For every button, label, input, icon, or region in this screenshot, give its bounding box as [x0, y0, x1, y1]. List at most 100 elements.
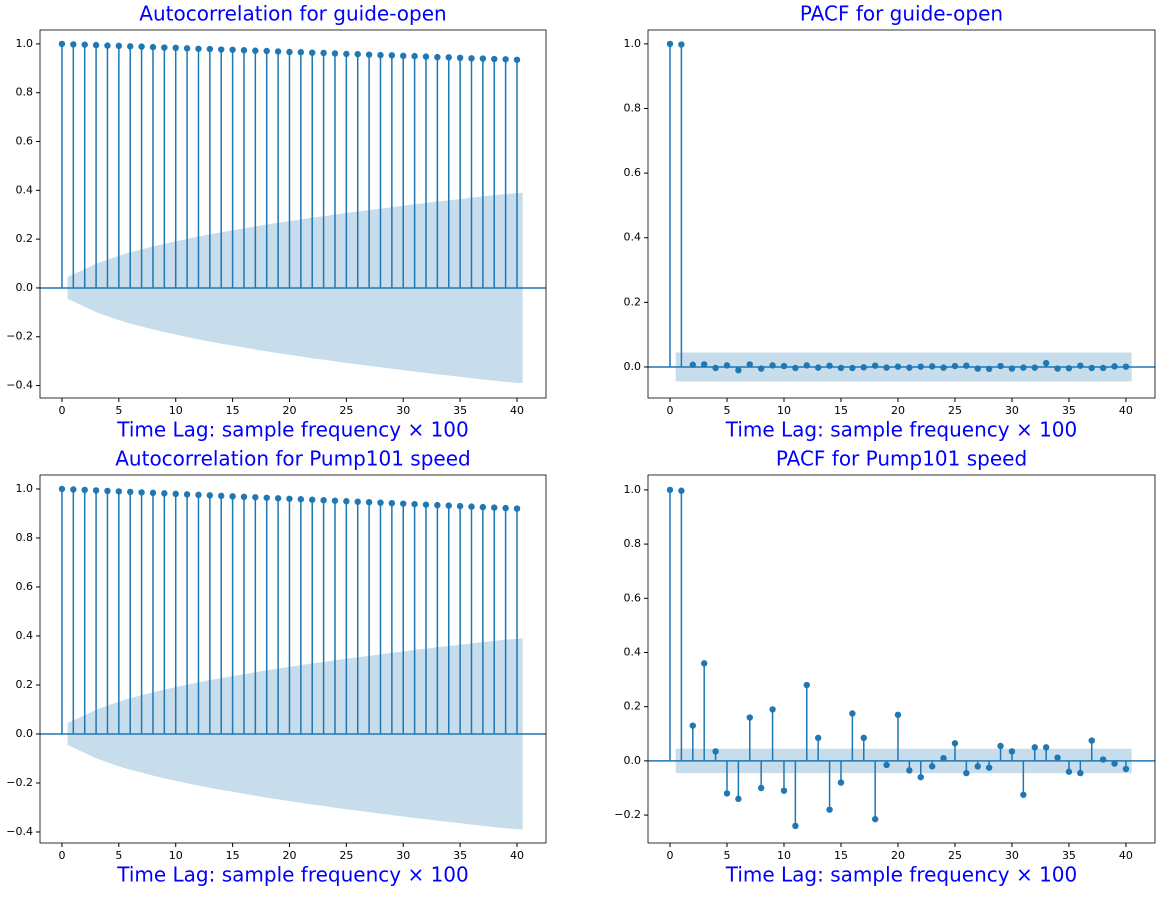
y-tick-label: 0.8	[624, 102, 642, 115]
marker	[297, 496, 305, 503]
marker	[1122, 765, 1130, 773]
y-tick-label: 0.6	[16, 135, 34, 148]
x-tick-label: 5	[723, 849, 730, 862]
marker	[138, 489, 145, 496]
marker	[286, 495, 293, 502]
marker	[491, 504, 498, 511]
x-tick-label: 35	[453, 849, 467, 862]
marker	[115, 42, 123, 50]
marker	[1008, 365, 1016, 372]
marker	[1008, 748, 1016, 755]
y-tick-label: 0.8	[624, 537, 642, 550]
marker	[985, 365, 993, 373]
x-tick-label: 30	[1005, 404, 1019, 417]
x-tick-label: 35	[1062, 404, 1076, 417]
marker	[700, 660, 708, 667]
y-tick-label: 0.4	[16, 183, 34, 196]
marker	[263, 47, 270, 55]
y-tick-label: 0.0	[624, 754, 642, 767]
marker	[769, 706, 776, 713]
marker	[354, 50, 361, 58]
marker	[138, 43, 145, 50]
marker	[479, 503, 487, 511]
y-tick-label: 0.2	[624, 295, 642, 308]
marker	[769, 362, 776, 369]
marker	[997, 742, 1004, 750]
x-axis-label: Time Lag: sample frequency × 100	[725, 863, 1078, 887]
x-tick-label: 35	[453, 404, 467, 417]
marker	[780, 787, 788, 794]
marker	[309, 496, 316, 503]
chart-title: PACF for Pump101 speed	[776, 447, 1027, 471]
x-tick-label: 10	[169, 849, 183, 862]
marker	[780, 362, 788, 370]
x-tick-label: 40	[1119, 849, 1133, 862]
marker	[803, 362, 810, 369]
marker	[320, 49, 327, 57]
marker	[849, 710, 856, 717]
marker	[206, 492, 214, 499]
marker	[1077, 769, 1084, 777]
marker	[149, 489, 157, 497]
marker	[104, 487, 111, 495]
marker	[252, 494, 259, 501]
y-tick-label: 0.2	[16, 232, 34, 245]
marker	[81, 41, 88, 48]
marker	[92, 487, 100, 494]
x-tick-label: 30	[396, 849, 410, 862]
marker	[666, 486, 674, 494]
axes-frame	[647, 474, 1156, 844]
marker	[1031, 364, 1038, 371]
marker	[365, 51, 373, 58]
marker	[388, 499, 396, 507]
x-tick-label: 0	[666, 849, 673, 862]
marker	[491, 55, 498, 63]
y-tick-label: −0.2	[614, 808, 641, 821]
marker	[400, 52, 407, 60]
marker	[1077, 362, 1084, 369]
marker	[928, 763, 936, 770]
marker	[161, 44, 168, 51]
x-tick-label: 25	[948, 849, 962, 862]
marker	[1054, 365, 1061, 372]
marker	[1065, 365, 1073, 372]
marker	[229, 493, 236, 500]
marker	[1099, 364, 1107, 372]
marker	[456, 54, 464, 62]
x-tick-label: 0	[666, 404, 673, 417]
marker	[195, 45, 202, 52]
marker	[58, 485, 66, 493]
marker	[849, 364, 856, 372]
marker	[172, 490, 179, 498]
chart-title: Autocorrelation for guide-open	[139, 2, 446, 26]
x-axis-label: Time Lag: sample frequency × 100	[116, 863, 469, 887]
marker	[127, 488, 134, 496]
marker	[183, 491, 191, 498]
marker	[894, 363, 902, 370]
marker	[343, 498, 350, 505]
marker	[735, 367, 742, 374]
y-tick-label: 0.2	[16, 678, 34, 691]
marker	[343, 50, 350, 58]
y-tick-label: 1.0	[624, 37, 642, 50]
marker	[400, 500, 407, 507]
marker	[757, 784, 765, 792]
marker	[1099, 756, 1107, 763]
x-tick-label: 25	[339, 849, 353, 862]
marker	[951, 740, 959, 747]
marker	[826, 362, 833, 369]
marker	[1042, 359, 1050, 367]
marker	[871, 362, 879, 369]
marker	[803, 681, 810, 689]
marker	[712, 748, 719, 755]
marker	[1054, 754, 1061, 761]
marker	[149, 43, 157, 51]
axes-frame	[39, 29, 547, 399]
marker	[434, 501, 441, 509]
chart-title: PACF for guide-open	[800, 2, 1003, 26]
x-tick-label: 20	[282, 849, 296, 862]
marker	[757, 365, 765, 372]
marker	[229, 46, 236, 53]
y-tick-label: 1.0	[624, 483, 642, 496]
marker	[218, 46, 225, 53]
